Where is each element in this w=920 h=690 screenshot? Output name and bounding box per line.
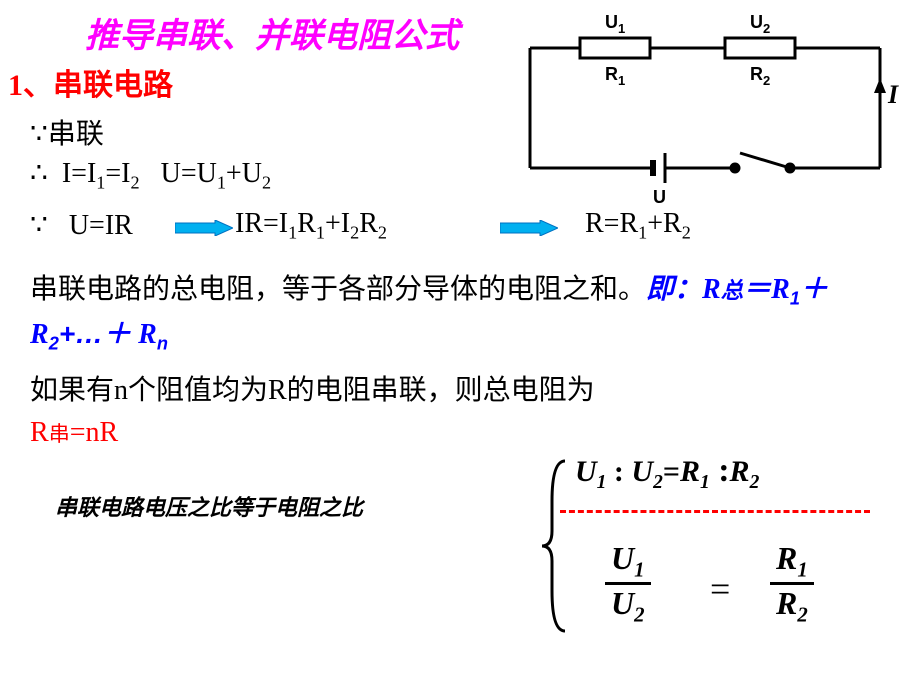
svg-text:R1: R1	[605, 64, 625, 88]
fraction-r: R1 R2	[770, 540, 814, 628]
eq-result: R=R1+R2	[585, 208, 691, 244]
fraction-u: U1 U2	[605, 540, 651, 628]
because-symbol-2: ∵	[30, 210, 48, 241]
explanation-2: 如果有n个阻值均为R的电阻串联，则总电阻为 R串=nR	[30, 370, 900, 454]
eq-voltage: U=U1+U2	[161, 158, 271, 189]
ratio-equation: U1 : U2=R1 :R2	[575, 452, 759, 494]
therefore-symbol: ∴	[30, 158, 48, 189]
ohms-law: U=IR	[69, 210, 133, 241]
conclusion-1: ∴ I=I1=I2 U=U1+U2	[30, 156, 271, 194]
section-text: 串联电路	[53, 69, 173, 102]
equals-sign: =	[710, 568, 730, 610]
svg-text:U1: U1	[605, 12, 625, 36]
explanation-1: 串联电路的总电阻，等于各部分导体的电阻之和。即：R总＝R1＋R2+…＋ Rn	[30, 268, 900, 358]
section-heading: 1、串联电路	[8, 60, 173, 104]
arrow-right-icon	[175, 220, 233, 236]
eq-expanded: IR=I1R1+I2R2	[235, 208, 387, 244]
ratio-statement: 串联电路电压之比等于电阻之比	[55, 490, 363, 522]
premise-1-text: 串联	[48, 119, 104, 150]
svg-text:U2: U2	[750, 12, 770, 36]
arrow-right-icon	[500, 220, 558, 236]
svg-text:R2: R2	[750, 64, 770, 88]
formula-label: 即：	[646, 273, 702, 304]
svg-text:I: I	[887, 80, 899, 109]
premise-2: ∵ U=IR	[30, 208, 133, 242]
page-title: 推导串联、并联电阻公式	[85, 8, 459, 57]
brace-icon	[540, 456, 570, 636]
svg-text:U: U	[653, 187, 666, 207]
divider-dashed	[560, 510, 870, 513]
because-symbol: ∵	[30, 119, 48, 150]
circuit-diagram: U1 U2 R1 R2 I U	[510, 8, 900, 208]
section-number: 1、	[8, 69, 53, 102]
premise-1: ∵串联	[30, 112, 104, 152]
eq-current: I=I1=I2	[62, 158, 140, 189]
formula-nr: R串=nR	[30, 417, 118, 448]
